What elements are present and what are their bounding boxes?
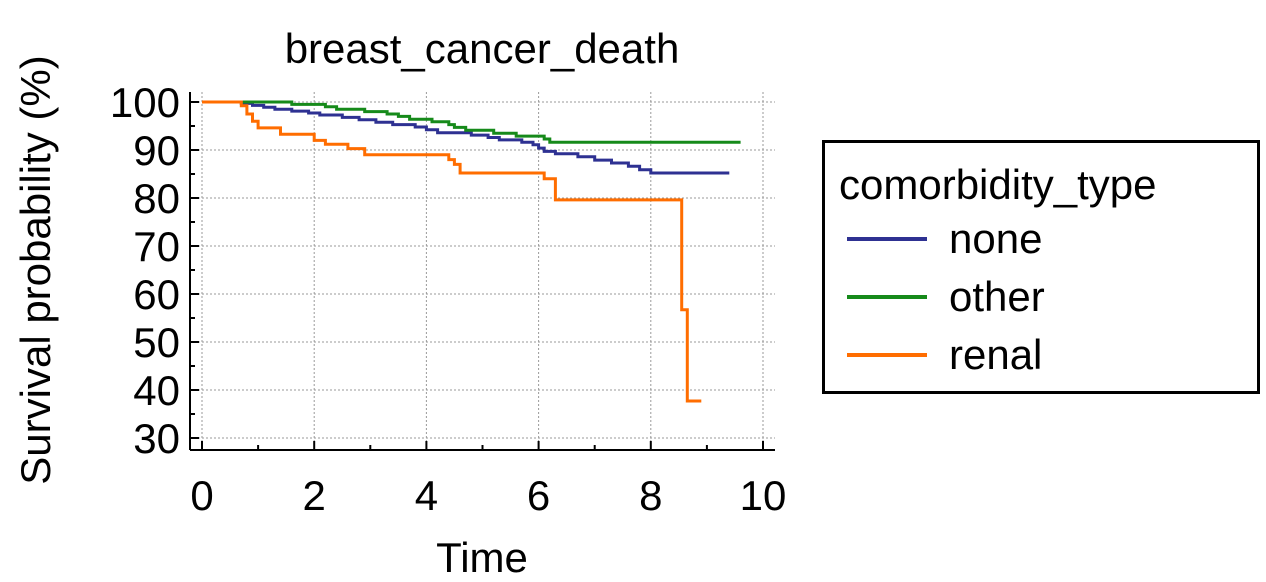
legend-swatch-renal: [847, 353, 927, 357]
y-tick-label-80: 80: [133, 175, 180, 222]
legend-swatch-none: [847, 237, 927, 241]
y-tick-label-90: 90: [133, 127, 180, 174]
chart-title: breast_cancer_death: [285, 25, 680, 72]
series-line-other: [202, 100, 741, 144]
series-lines: [202, 100, 741, 403]
y-tick-label-30: 30: [133, 415, 180, 462]
series-line-none: [202, 100, 730, 175]
y-tick-label-100: 100: [110, 79, 180, 126]
x-tick-label-10: 10: [740, 472, 787, 519]
legend-label-renal: renal: [949, 331, 1043, 378]
x-axis-label: Time: [436, 534, 528, 581]
legend-title: comorbidity_type: [839, 161, 1157, 208]
x-tick-label-8: 8: [639, 472, 662, 519]
x-tick-label-0: 0: [190, 472, 213, 519]
x-tick-label-6: 6: [527, 472, 550, 519]
y-tick-label-40: 40: [133, 367, 180, 414]
series-line-renal: [202, 100, 702, 403]
x-tick-label-2: 2: [303, 472, 326, 519]
legend-label-other: other: [949, 273, 1045, 320]
legend-label-none: none: [949, 215, 1043, 262]
y-axis-label: Survival probability (%): [12, 55, 59, 484]
legend-swatch-other: [847, 295, 927, 299]
y-tick-label-70: 70: [133, 223, 180, 270]
axes: [189, 92, 775, 451]
legend: comorbidity_type none other renal: [822, 140, 1260, 394]
y-tick-label-50: 50: [133, 319, 180, 366]
x-tick-label-4: 4: [415, 472, 438, 519]
y-tick-label-60: 60: [133, 271, 180, 318]
